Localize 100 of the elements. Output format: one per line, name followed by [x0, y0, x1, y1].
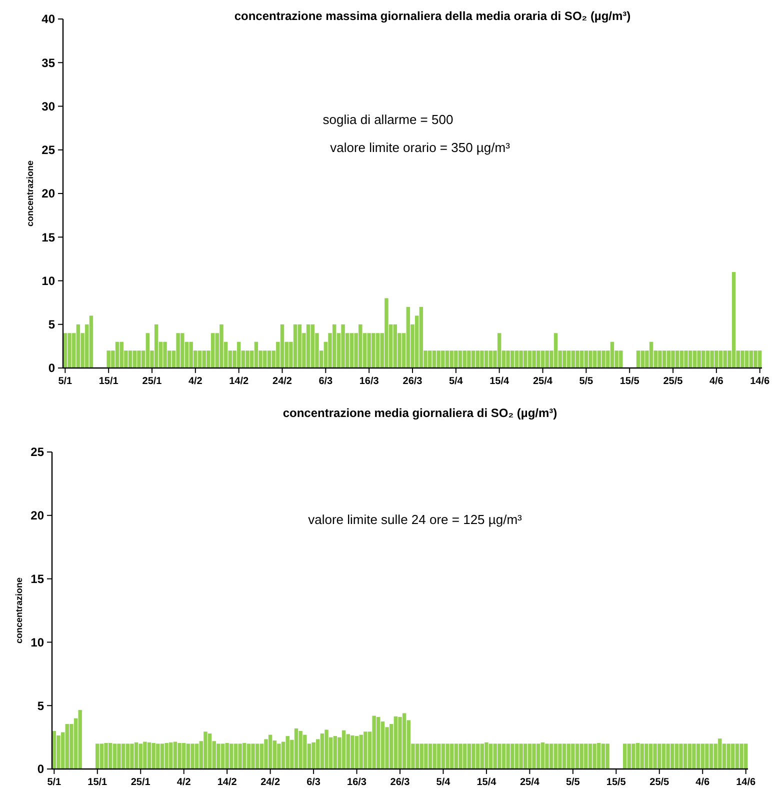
bar	[484, 350, 488, 368]
bar	[476, 744, 480, 769]
bar	[636, 743, 640, 769]
bar	[632, 744, 636, 769]
bar	[674, 744, 679, 769]
bar	[342, 730, 346, 769]
x-tick-label: 24/2	[272, 376, 292, 387]
bar	[324, 730, 328, 769]
bar	[622, 744, 627, 769]
bar	[653, 744, 657, 769]
bar	[143, 742, 147, 769]
y-tick-label: 20	[30, 508, 44, 523]
bar	[580, 350, 584, 368]
bar	[506, 350, 510, 368]
x-tick-label: 15/5	[606, 777, 626, 788]
bar	[128, 350, 132, 368]
bar	[696, 744, 700, 769]
bar	[441, 744, 446, 769]
bar	[163, 342, 167, 368]
bar	[96, 744, 100, 769]
chart-title: concentrazione media giornaliera di SO₂ (µg/m³)	[282, 406, 558, 420]
bar	[210, 333, 215, 368]
x-tick-label: 25/1	[142, 376, 162, 387]
bar	[312, 742, 316, 769]
bar	[236, 342, 241, 368]
bar	[666, 350, 671, 368]
bar	[432, 350, 436, 368]
bar	[178, 743, 182, 769]
bar	[277, 744, 281, 769]
bar	[732, 272, 736, 368]
y-tick-label: 5	[48, 318, 56, 332]
bar	[588, 350, 592, 368]
bar	[558, 744, 562, 769]
bar	[670, 744, 674, 769]
bar	[268, 734, 272, 769]
x-tick-label: 15/5	[620, 376, 640, 387]
bar	[415, 744, 420, 769]
y-tick-label: 10	[30, 635, 44, 650]
x-tick-label: 16/3	[347, 777, 367, 788]
bar	[758, 350, 762, 368]
bar	[147, 742, 152, 769]
bar	[606, 744, 610, 769]
x-tick-label: 5/5	[579, 376, 594, 387]
x-tick-label: 5/1	[47, 777, 62, 788]
bar	[134, 742, 138, 769]
bar	[462, 744, 467, 769]
bar	[198, 350, 202, 368]
bar	[480, 350, 484, 368]
bar	[137, 350, 141, 368]
bar	[445, 350, 450, 368]
y-tick-label: 15	[30, 572, 44, 586]
y-tick-label: 25	[30, 445, 44, 460]
bar	[100, 744, 104, 769]
bar	[536, 744, 540, 769]
x-tick-label: 4/2	[176, 777, 192, 788]
bar	[251, 744, 255, 769]
x-tick-label: 25/5	[650, 777, 670, 788]
bar	[112, 744, 117, 769]
bar	[254, 342, 258, 368]
bar	[467, 744, 472, 769]
bar	[293, 324, 298, 368]
x-tick-label: 14/2	[217, 777, 238, 788]
bar	[63, 333, 68, 368]
bar	[190, 744, 194, 769]
x-tick-label: 5/5	[566, 777, 580, 788]
bar	[532, 744, 536, 769]
x-tick-label: 6/3	[318, 376, 334, 387]
x-tick-label: 6/3	[306, 777, 321, 788]
y-tick-label: 30	[42, 99, 56, 114]
x-tick-label: 5/4	[448, 376, 464, 387]
bar	[341, 324, 345, 368]
bar	[528, 744, 532, 769]
bar	[458, 350, 462, 368]
bar	[662, 744, 666, 769]
bar	[208, 733, 212, 769]
bar	[601, 744, 606, 769]
y-tick-label: 5	[37, 698, 44, 713]
bar	[576, 350, 580, 368]
bar	[89, 316, 94, 368]
bar	[154, 324, 158, 368]
bar	[117, 744, 121, 769]
bar	[575, 744, 580, 769]
bar	[146, 333, 150, 368]
bar	[666, 744, 670, 769]
bar	[528, 350, 532, 368]
bar	[56, 735, 60, 769]
x-tick-label: 5/1	[58, 376, 73, 387]
bar	[78, 710, 82, 769]
bar	[610, 342, 614, 368]
bar	[194, 744, 199, 769]
x-tick-label: 14/6	[736, 777, 756, 788]
bar	[306, 324, 310, 368]
bar	[350, 333, 354, 368]
bar	[76, 324, 80, 368]
y-tick-label: 20	[42, 186, 56, 201]
bar	[549, 744, 554, 769]
x-tick-label: 5/4	[436, 777, 451, 788]
bar	[255, 744, 260, 769]
bar	[683, 744, 688, 769]
bar	[376, 333, 380, 368]
